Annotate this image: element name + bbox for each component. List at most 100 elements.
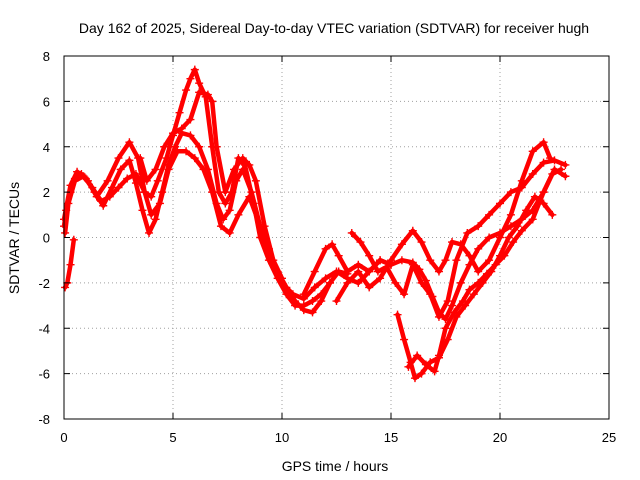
data-point-marker — [147, 192, 156, 201]
data-point-marker — [308, 308, 317, 317]
series-trace-8 — [347, 156, 570, 321]
data-point-marker — [136, 154, 145, 163]
data-point-marker — [474, 244, 483, 253]
y-tick-label: 4 — [43, 140, 50, 155]
data-point-marker — [365, 267, 374, 276]
data-point-marker — [400, 335, 409, 344]
data-point-marker — [173, 147, 182, 156]
data-point-marker — [397, 256, 406, 265]
data-point-marker — [485, 210, 494, 219]
data-point-marker — [232, 176, 241, 185]
data-point-marker — [155, 199, 164, 208]
data-point-marker — [114, 154, 123, 163]
data-point-marker — [506, 210, 515, 219]
data-point-marker — [528, 169, 537, 178]
data-point-marker — [426, 290, 435, 299]
y-tick-label: 8 — [43, 49, 50, 64]
data-point-marker — [376, 256, 385, 265]
data-point-marker — [195, 79, 204, 88]
data-point-marker — [513, 222, 522, 231]
data-point-marker — [506, 188, 515, 197]
data-point-marker — [550, 156, 559, 165]
series-line — [62, 149, 394, 302]
data-point-marker — [269, 256, 278, 265]
data-point-marker — [186, 115, 195, 124]
data-point-marker — [496, 199, 504, 208]
data-point-marker — [147, 210, 156, 219]
data-point-marker — [221, 188, 230, 197]
data-point-marker — [203, 90, 212, 99]
data-point-marker — [310, 283, 319, 292]
data-point-marker — [99, 201, 108, 210]
data-point-marker — [208, 188, 217, 197]
data-point-marker — [539, 138, 548, 147]
data-point-marker — [175, 108, 184, 117]
x-axis-label: GPS time / hours — [282, 458, 389, 474]
data-point-marker — [186, 131, 195, 140]
data-point-marker — [408, 226, 417, 235]
data-point-marker — [169, 129, 177, 138]
data-point-marker — [482, 269, 491, 278]
data-point-marker — [465, 285, 474, 294]
y-tick-label: 2 — [43, 185, 50, 200]
data-point-marker — [548, 210, 557, 219]
data-point-marker — [88, 183, 97, 192]
data-point-marker — [441, 256, 450, 265]
data-point-marker — [79, 172, 88, 181]
series-trace-5 — [136, 88, 286, 283]
data-point-marker — [426, 256, 435, 265]
data-point-marker — [465, 251, 474, 260]
series-line — [62, 237, 77, 290]
data-point-marker — [474, 267, 483, 276]
x-tick-label: 15 — [384, 430, 398, 445]
data-point-marker — [103, 176, 112, 185]
data-point-marker — [365, 283, 374, 292]
grid-lines — [64, 56, 609, 419]
data-point-marker — [448, 301, 457, 310]
data-point-marker — [456, 278, 465, 287]
data-point-marker — [528, 215, 537, 224]
data-point-marker — [356, 238, 365, 247]
data-point-marker — [151, 165, 160, 174]
data-point-marker — [299, 290, 308, 299]
x-tick-label: 20 — [493, 430, 507, 445]
data-point-marker — [430, 367, 439, 376]
data-point-marker — [458, 297, 467, 306]
data-point-marker — [321, 244, 330, 253]
data-point-marker — [417, 238, 426, 247]
data-point-marker — [485, 233, 494, 242]
data-point-marker — [73, 167, 82, 176]
data-point-marker — [234, 210, 243, 219]
y-tick-label: 6 — [43, 94, 50, 109]
data-point-marker — [522, 206, 531, 215]
data-point-marker — [509, 238, 518, 247]
data-point-marker — [421, 360, 430, 369]
data-point-marker — [328, 240, 337, 249]
data-point-marker — [517, 226, 526, 235]
series-trace-7 — [332, 138, 555, 306]
data-point-marker — [153, 176, 162, 185]
data-point-marker — [504, 233, 513, 242]
data-point-marker — [247, 188, 256, 197]
data-point-marker — [496, 233, 504, 242]
data-point-marker — [138, 206, 147, 215]
data-point-marker — [469, 290, 478, 299]
data-point-marker — [434, 312, 443, 321]
data-point-marker — [517, 183, 526, 192]
data-point-marker — [171, 142, 180, 151]
data-point-marker — [400, 290, 409, 299]
data-point-marker — [441, 324, 450, 333]
y-axis-label: SDTVAR / TECUs — [6, 182, 22, 294]
data-point-marker — [426, 358, 435, 367]
data-point-marker — [245, 192, 254, 201]
y-tick-label: -8 — [38, 412, 50, 427]
data-point-marker — [238, 165, 247, 174]
series-line — [395, 194, 555, 381]
data-point-marker — [238, 154, 247, 163]
data-point-marker — [145, 228, 154, 237]
data-point-marker — [151, 215, 160, 224]
x-tick-label: 25 — [602, 430, 616, 445]
x-tick-label: 0 — [60, 430, 67, 445]
data-point-marker — [97, 197, 106, 206]
